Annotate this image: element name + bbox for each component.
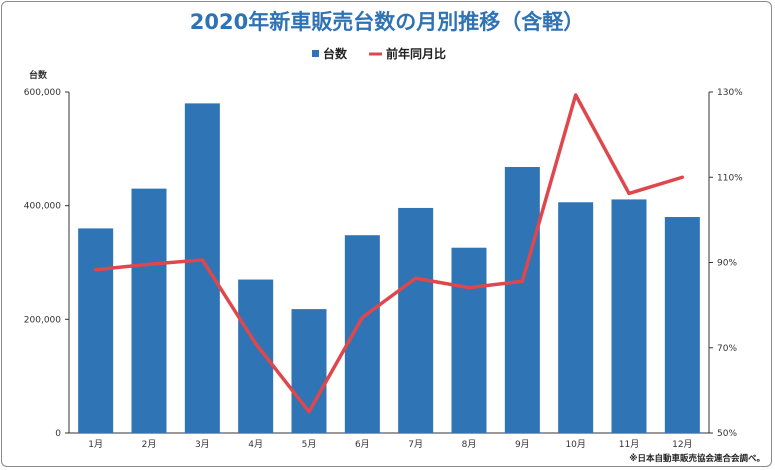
x-tick-label: 4月	[248, 439, 263, 450]
bar-11月	[611, 199, 647, 433]
bar-5月	[291, 309, 327, 433]
y-axis-label: 台数	[29, 69, 48, 81]
x-tick-label: 5月	[302, 439, 317, 450]
yoy-point-7月	[414, 276, 418, 280]
bar-6月	[344, 235, 380, 433]
bar-1月	[78, 228, 114, 433]
x-tick-label: 10月	[565, 439, 585, 450]
yoy-point-3月	[200, 258, 204, 262]
x-tick-label: 2月	[142, 439, 157, 450]
y-tick-label: 200,000	[24, 315, 61, 325]
y2-tick-label: 70%	[717, 344, 737, 354]
yoy-point-9月	[520, 279, 524, 283]
x-axis-ticks: 1月 2月 3月 4月 5月 6月 7月 8月 9月 10月 11月 12月	[88, 439, 692, 450]
bar-3月	[184, 103, 220, 433]
y2-axis-ticks: 50% 70% 90% 110% 130%	[709, 88, 743, 439]
yoy-point-4月	[254, 341, 258, 345]
x-tick-label: 12月	[672, 439, 692, 450]
yoy-line	[93, 93, 685, 414]
source-note: ※日本自動車販売協会連合会調べ。	[629, 453, 765, 464]
y2-tick-label: 130%	[717, 88, 743, 98]
legend: 台数 前年同月比	[312, 46, 446, 61]
bar-10月	[558, 202, 594, 433]
yoy-point-2月	[147, 262, 151, 266]
bar-7月	[398, 207, 434, 433]
y2-tick-label: 90%	[717, 259, 737, 269]
y-tick-label: 400,000	[24, 202, 61, 212]
bar-2月	[131, 188, 167, 433]
x-tick-label: 8月	[462, 439, 477, 450]
y-tick-label: 0	[55, 429, 61, 439]
x-tick-label: 6月	[355, 439, 370, 450]
yoy-point-5月	[307, 410, 311, 414]
bar-4月	[238, 279, 274, 433]
yoy-point-12月	[680, 175, 684, 179]
yoy-point-1月	[94, 268, 98, 272]
yoy-point-11月	[627, 191, 631, 195]
x-tick-label: 3月	[195, 439, 210, 450]
x-tick-label: 7月	[408, 439, 423, 450]
bar-12月	[664, 217, 700, 433]
legend-line-label: 前年同月比	[386, 46, 446, 61]
legend-bar-swatch	[312, 50, 319, 57]
legend-bar-label: 台数	[323, 46, 348, 61]
y2-tick-label: 50%	[717, 429, 737, 439]
bar-8月	[451, 247, 487, 433]
x-tick-label: 9月	[515, 439, 530, 450]
y-axis-ticks: 0 200,000 400,000 600,000	[24, 88, 69, 439]
line-series	[93, 93, 685, 414]
yoy-point-8月	[467, 286, 471, 290]
yoy-point-6月	[360, 315, 364, 319]
yoy-point-10月	[574, 93, 578, 97]
bar-series	[78, 103, 700, 433]
x-tick-label: 11月	[619, 439, 639, 450]
x-tick-label: 1月	[88, 439, 103, 450]
y-tick-label: 600,000	[24, 88, 61, 98]
bar-9月	[504, 167, 540, 433]
chart-title: 2020年新車販売台数の月別推移（含軽）	[190, 10, 584, 34]
y2-tick-label: 110%	[717, 173, 743, 183]
